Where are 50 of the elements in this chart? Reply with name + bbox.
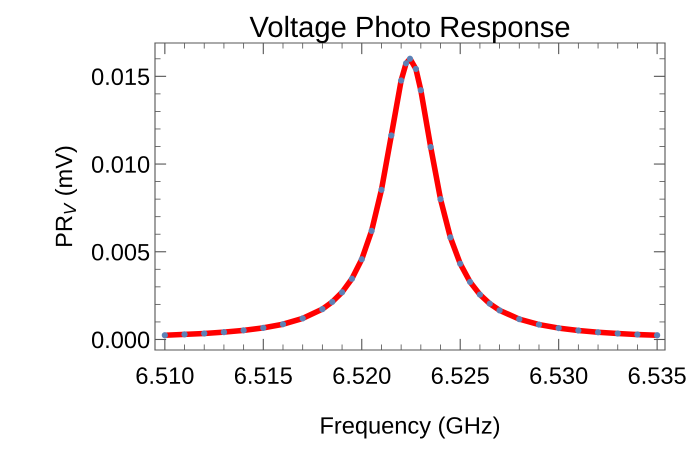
chart-title: Voltage Photo Response (250, 16, 570, 43)
point (614, 330, 621, 337)
point (496, 307, 503, 314)
x-tick-label: 6.535 (628, 367, 686, 384)
point (594, 329, 602, 336)
point (634, 331, 641, 338)
point (398, 77, 404, 84)
point (654, 332, 660, 338)
point (447, 234, 454, 240)
y-tick-label: 0.015 (92, 68, 150, 86)
point (201, 330, 208, 337)
x-tick-label: 6.510 (136, 367, 194, 384)
point (388, 132, 394, 139)
point (556, 324, 562, 332)
y-tick-label: 0.010 (92, 156, 150, 173)
point (260, 324, 266, 332)
point (406, 56, 414, 62)
point (240, 327, 247, 334)
point (402, 60, 410, 66)
point (338, 289, 346, 296)
point (486, 300, 493, 307)
x-axis-title: Frequency (GHz) (321, 416, 500, 438)
point (437, 196, 444, 202)
x-tick-label: 6.530 (530, 367, 588, 384)
point (418, 87, 424, 94)
x-tick-label: 6.515 (234, 367, 292, 384)
point (428, 144, 434, 150)
point (162, 332, 168, 338)
point (348, 276, 356, 282)
point (412, 66, 420, 72)
y-tick-label: 0.005 (92, 244, 150, 261)
point (181, 331, 188, 338)
point (329, 298, 336, 306)
point (280, 321, 286, 328)
point (575, 327, 582, 334)
point (536, 321, 542, 328)
point (516, 316, 522, 322)
point (378, 186, 385, 193)
point (368, 228, 375, 234)
point (476, 291, 484, 298)
y-tick-label: 0.000 (92, 332, 150, 348)
point (319, 306, 326, 312)
point (457, 260, 464, 267)
x-tick-label: 6.525 (432, 367, 489, 384)
point (300, 315, 306, 322)
x-tick-label: 6.520 (333, 367, 390, 384)
point (466, 278, 474, 286)
y-axis-title: PR$_{V}$ (mV) (54, 146, 77, 246)
point (358, 256, 365, 262)
point (220, 328, 228, 336)
